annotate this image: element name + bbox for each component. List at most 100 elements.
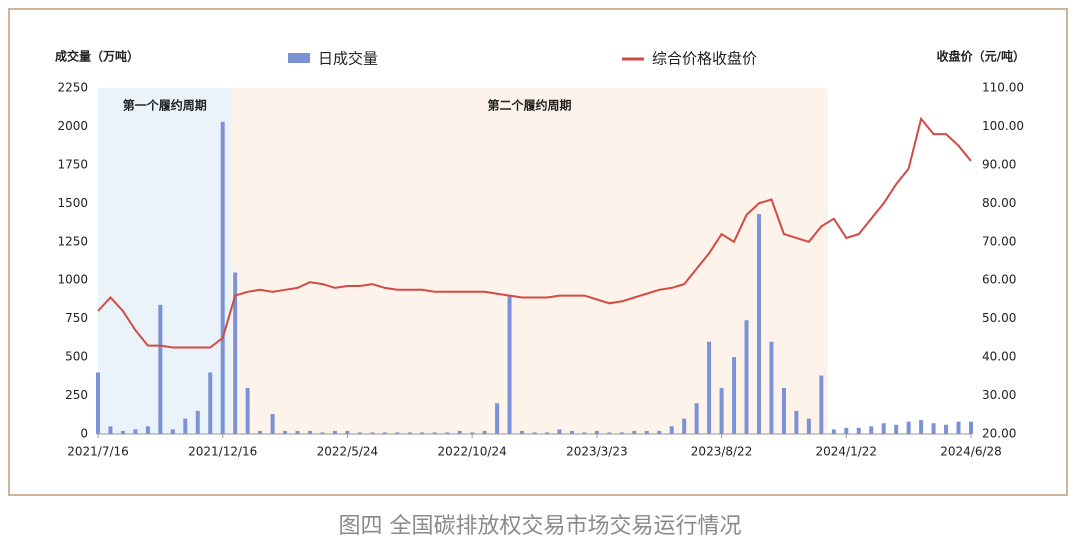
volume-bar	[931, 423, 936, 434]
volume-bar	[320, 432, 325, 434]
y-tick-label: 1750	[57, 157, 88, 171]
volume-bar	[806, 418, 811, 434]
volume-bar	[133, 429, 138, 434]
volume-bar	[233, 272, 238, 434]
volume-bar	[532, 432, 537, 434]
volume-bar	[183, 418, 188, 434]
y-tick-label: 500	[65, 350, 88, 364]
volume-bar	[495, 403, 500, 434]
y2-tick-label: 30.00	[982, 388, 1016, 402]
volume-bar	[332, 430, 337, 434]
volume-bar	[470, 432, 475, 434]
volume-bar	[295, 430, 300, 434]
y-tick-label: 2000	[57, 119, 88, 133]
volume-bar	[345, 430, 350, 434]
volume-bar	[856, 427, 861, 434]
volume-bar	[956, 421, 961, 434]
volume-bar	[557, 429, 562, 434]
x-tick-label: 2023/3/23	[566, 445, 628, 459]
volume-bar	[619, 432, 624, 434]
volume-bar	[919, 420, 924, 434]
caption: 图四 全国碳排放权交易市场交易运行情况	[338, 514, 742, 539]
volume-bar	[694, 403, 699, 434]
volume-bar	[969, 421, 973, 434]
y-tick-label: 1250	[57, 234, 88, 248]
chart: 成交量（万吨） 收盘价（元/吨） 第一个履约周期 第二个履约周期 0 250 500 75…	[55, 49, 1025, 459]
x-tick-label: 2023/8/22	[691, 445, 753, 459]
volume-bar	[707, 341, 712, 434]
volume-bar	[769, 341, 774, 434]
legend-label: 综合价格收盘价	[652, 50, 757, 68]
volume-bar	[732, 357, 737, 434]
volume-bar	[594, 430, 599, 434]
volume-bar	[544, 432, 549, 434]
x-tick-label: 2022/5/24	[317, 445, 379, 459]
volume-bar	[682, 418, 687, 434]
volume-bar	[582, 432, 587, 434]
y-tick-label: 1500	[57, 196, 88, 210]
frame	[8, 8, 1068, 496]
volume-bar	[270, 414, 275, 434]
volume-bar	[657, 430, 662, 434]
volume-bar	[457, 430, 462, 434]
price-line	[97, 116, 972, 349]
volume-bar	[195, 410, 200, 434]
volume-bar	[445, 432, 450, 434]
volume-bar	[108, 426, 113, 434]
volume-bar	[607, 432, 612, 434]
volume-bar	[669, 426, 674, 434]
y-tick-label: 1000	[57, 273, 88, 287]
period-shade	[231, 88, 828, 434]
volume-bar	[794, 410, 799, 434]
y2-tick-label: 50.00	[982, 311, 1016, 325]
volume-bar	[819, 375, 824, 434]
y2-tick-label: 70.00	[982, 234, 1016, 248]
volume-bar	[158, 304, 163, 434]
y2-tick-label: 40.00	[982, 350, 1016, 364]
volume-bar	[120, 430, 125, 434]
x-tick-label: 2021/12/16	[188, 445, 257, 459]
y2-tick-label: 60.00	[982, 273, 1016, 287]
volume-bar	[719, 387, 724, 434]
volume-bar	[208, 372, 213, 434]
volume-bar	[881, 423, 886, 434]
x-tick-label: 2024/6/28	[940, 445, 1002, 459]
volume-bar	[245, 387, 250, 434]
y2-tick-label: 80.00	[982, 196, 1016, 210]
volume-bar	[420, 432, 425, 434]
volume-bar	[756, 214, 761, 434]
volume-bar	[407, 432, 412, 434]
volume-bar	[308, 430, 313, 434]
volume-bar	[382, 432, 387, 434]
volume-bar	[844, 427, 849, 434]
y-axis-label: 成交量（万吨）	[55, 49, 139, 64]
y-tick-label: 0	[80, 427, 88, 441]
volume-bar	[869, 426, 874, 434]
x-tick-label: 2022/10/24	[438, 445, 507, 459]
volume-bar	[258, 430, 263, 434]
volume-bar	[432, 432, 437, 434]
y-tick-label: 750	[65, 311, 88, 325]
volume-bar	[357, 432, 362, 434]
volume-bar	[831, 429, 836, 434]
volume-bar	[906, 421, 911, 434]
y2-axis-label: 收盘价（元/吨）	[937, 49, 1025, 64]
y-tick-label: 250	[65, 388, 88, 402]
volume-bar	[482, 430, 487, 434]
volume-bar	[781, 387, 786, 434]
legend-swatch	[288, 53, 310, 63]
volume-bar	[145, 426, 150, 434]
volume-bar	[220, 121, 225, 434]
volume-bar	[520, 430, 525, 434]
volume-bar	[507, 295, 512, 434]
volume-bar	[370, 432, 375, 434]
x-tick-label: 2021/7/16	[67, 445, 129, 459]
volume-bar	[644, 430, 649, 434]
volume-bar	[569, 430, 574, 434]
volume-bar	[170, 429, 175, 434]
y2-tick-label: 110.00	[982, 81, 1024, 95]
y2-tick-label: 20.00	[982, 427, 1016, 441]
legend-label: 日成交量	[318, 50, 378, 68]
y2-tick-label: 90.00	[982, 157, 1016, 171]
volume-bar	[632, 430, 637, 434]
